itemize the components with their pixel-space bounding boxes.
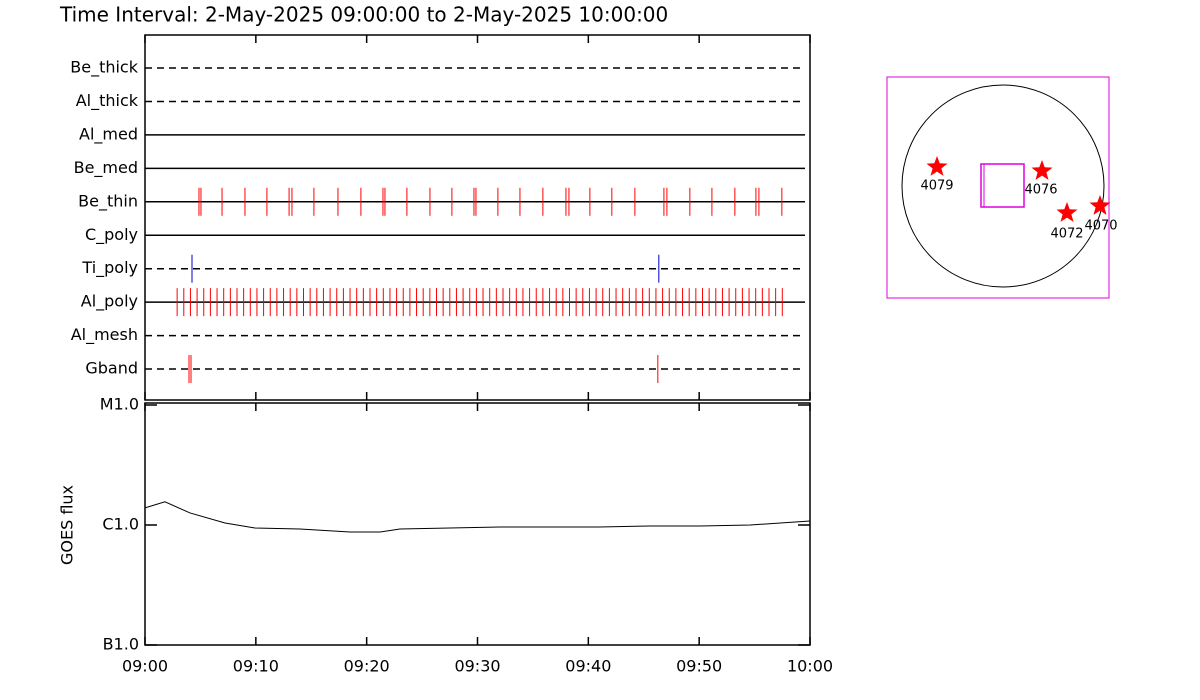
goes-curve (144, 501, 811, 533)
region-label: 4076 (1024, 183, 1057, 198)
region-label: 4070 (1084, 219, 1117, 234)
x-tick-label: 10:00 (787, 657, 833, 676)
detector-label: Be_med (74, 158, 138, 178)
detector-label: Al_thick (76, 91, 139, 111)
region-label: 4079 (920, 179, 953, 194)
region-star (926, 156, 948, 176)
region-star (1056, 202, 1078, 222)
detector-label: Be_thick (70, 58, 138, 78)
x-tick-label: 09:30 (454, 657, 500, 676)
solar-disk (901, 84, 1105, 288)
detector-label: C_poly (85, 225, 138, 245)
detector-label: Ti_poly (81, 258, 138, 278)
y-tick-label: C1.0 (102, 515, 139, 534)
title: Time Interval: 2-May-2025 09:00:00 to 2-… (59, 3, 668, 27)
x-tick-label: 09:40 (565, 657, 611, 676)
y-tick-label: B1.0 (103, 635, 139, 654)
detector-label: Gband (85, 359, 138, 378)
region-label: 4072 (1050, 227, 1083, 242)
x-tick-label: 09:50 (676, 657, 722, 676)
x-tick-label: 09:10 (233, 657, 279, 676)
region-star (1089, 195, 1111, 215)
field-of-view (983, 163, 1025, 208)
region-star (1031, 160, 1053, 180)
detector-label: Al_med (79, 124, 138, 144)
detector-label: Al_mesh (71, 325, 138, 345)
detector-label: Be_thin (78, 191, 138, 211)
detector-label: Al_poly (81, 292, 138, 312)
map-frame (886, 76, 1110, 299)
y-tick-label: M1.0 (100, 395, 139, 414)
x-tick-label: 09:00 (122, 657, 168, 676)
y-axis-label: GOES flux (58, 485, 77, 565)
x-tick-label: 09:20 (344, 657, 390, 676)
